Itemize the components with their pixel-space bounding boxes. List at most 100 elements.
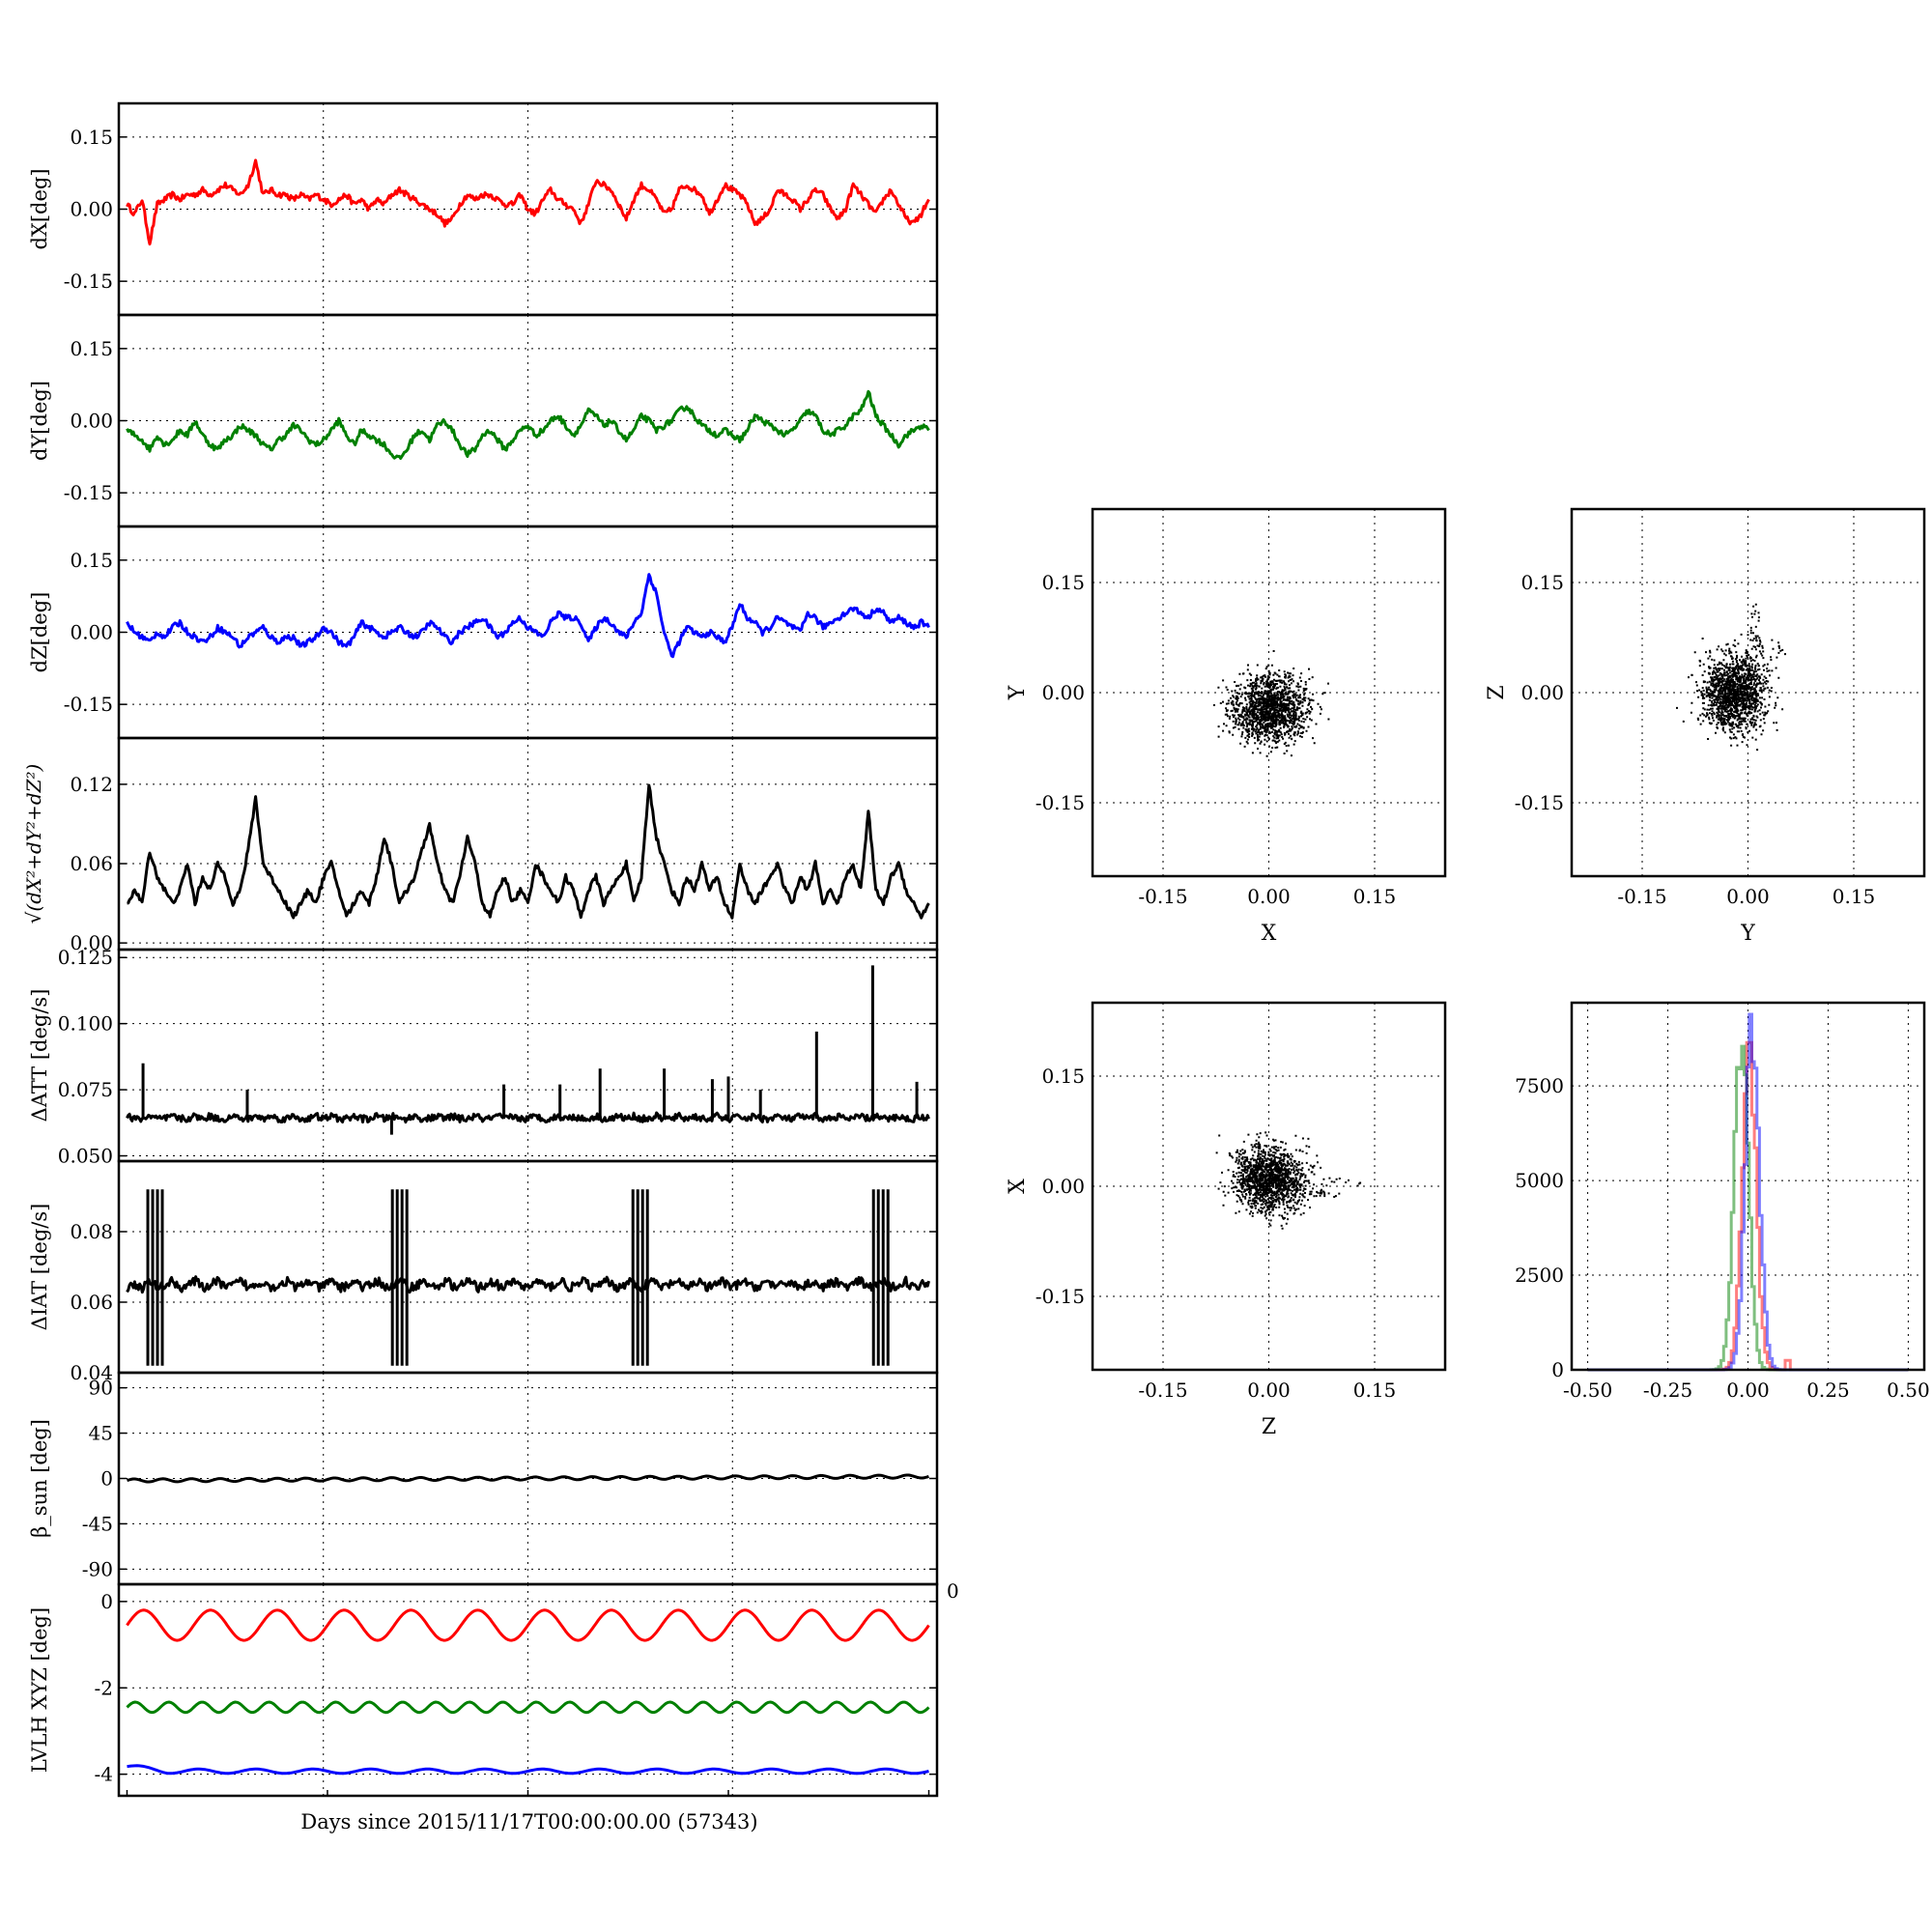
svg-text:dY[deg]: dY[deg] [28,381,51,461]
y-tick-label: 0.00 [1520,681,1564,704]
y-tick-label: -0.15 [64,270,113,293]
axes-frame [1091,1001,1447,1372]
x-axis-label: Days since 2015/11/17T00:00:00.00 (57343… [300,1810,757,1833]
series-line [126,389,930,460]
panel-zx: -0.15 0.00 0.15 0.15 0.00 -0.15 Z X [1006,1001,1447,1439]
scatter-points [1676,633,1784,752]
y-axis-label: ΔATT [deg/s] [28,989,51,1122]
series-line [126,1275,930,1294]
svg-text:β_sun [deg]: β_sun [deg] [28,1419,51,1538]
y-tick-label: 0.00 [70,410,113,433]
y-tick-label: 0.06 [70,1291,113,1314]
axes-frame [1091,507,1447,878]
y-tick-label: 90 [89,1377,113,1400]
y-tick-label: -0.15 [1036,1285,1085,1308]
panel-beta: 90 45 0 -45 -90 β_sun [deg] [28,1371,939,1586]
y-tick-label: -0.15 [1036,791,1085,814]
y-tick-label: 0.15 [1041,571,1085,594]
x-tick-label: 0.50 [1887,1378,1930,1402]
x-tick-label: 0.25 [1806,1378,1850,1402]
y-tick-label: 0.15 [70,549,113,572]
svg-text:dX[deg]: dX[deg] [28,168,51,249]
y-tick-label: -2 [95,1676,113,1699]
x-tick-label: 0.00 [1726,1378,1770,1402]
series-line [126,1700,930,1715]
svg-text:Z: Z [1485,685,1509,699]
y-tick-label: 7500 [1515,1074,1564,1097]
x-tick-label: 0.15 [1353,1378,1397,1402]
axes-frame [1570,507,1926,878]
y-tick-label: 0.15 [70,126,113,149]
y-tick-label: 0.050 [58,1145,113,1168]
x-tick-label: -0.25 [1643,1378,1692,1402]
y-axis-label: β_sun [deg] [28,1419,51,1538]
y-tick-label: -90 [82,1557,113,1580]
y-tick-label: -45 [82,1512,113,1535]
y-axis-label: dZ[deg] [28,592,51,673]
scatter-points [1215,1131,1323,1230]
series-line [127,1764,929,1776]
panel-lvlh: 0 -2 -4 LVLH XYZ [deg] 0 [28,1579,959,1798]
y-axis-label: √(dX²+dY²+dZ²) [22,764,45,924]
x-tick-label: 0.15 [1353,885,1397,908]
panel-r: 0.12 0.06 0.00 √(dX²+dY²+dZ²) [22,736,939,954]
y-axis-label: X [1006,1179,1030,1194]
svg-text:ΔATT [deg/s]: ΔATT [deg/s] [28,989,51,1122]
x-tick-label: 0 [947,1579,959,1603]
x-tick-label: -0.50 [1563,1378,1612,1402]
y-tick-label: -0.15 [64,481,113,504]
y-tick-label: 0.075 [58,1078,113,1101]
y-tick-label: 0.100 [58,1012,113,1036]
y-tick-label: 0.00 [70,931,113,954]
y-axis-label: ΔIAT [deg/s] [28,1204,51,1331]
y-tick-label: -4 [95,1763,113,1786]
series-line [126,158,930,246]
y-tick-label: 45 [89,1422,113,1445]
y-tick-label: 0.15 [1520,571,1564,594]
x-tick-label: 0.00 [1247,1378,1291,1402]
panel-xy: -0.15 0.00 0.15 0.15 0.00 -0.15 X Y [1006,507,1447,946]
x-tick-label: -0.15 [1138,1378,1187,1402]
y-tick-label: -0.15 [1515,791,1564,814]
y-tick-label: 2500 [1515,1264,1564,1287]
series-line [126,1608,930,1642]
series-line [127,783,930,920]
y-tick-label: 0.04 [70,1361,113,1384]
y-axis-label: Y [1006,685,1030,700]
svg-text:dZ[deg]: dZ[deg] [28,592,51,673]
y-tick-label: 0 [100,1590,113,1613]
y-axis-label: LVLH XYZ [deg] [28,1607,51,1773]
scatter-outliers [1241,670,1308,749]
y-axis-label: dX[deg] [28,168,51,249]
scatter-outliers [1706,603,1786,724]
panel-att: 0.125 0.100 0.075 0.050 ΔATT [deg/s] [28,946,939,1168]
y-axis-label: Z [1485,685,1509,699]
series-line [126,573,930,659]
panel-hist: -0.50 -0.25 0.00 0.25 0.50 7500 5000 2500 0 [1515,1001,1930,1402]
x-tick-label: -0.15 [1617,885,1666,908]
y-tick-label: 0.08 [70,1220,113,1243]
x-tick-label: 0.15 [1833,885,1876,908]
y-tick-label: 5000 [1515,1169,1564,1192]
x-axis-label: Z [1262,1415,1276,1439]
y-tick-label: 0.00 [1041,1175,1085,1198]
y-tick-label: 0.00 [1041,681,1085,704]
y-axis-label: dY[deg] [28,381,51,461]
y-tick-label: 0.00 [70,621,113,644]
svg-text:ΔIAT [deg/s]: ΔIAT [deg/s] [28,1204,51,1331]
x-axis-label: X [1262,922,1277,946]
y-tick-label: 0.06 [70,852,113,875]
x-tick-label: 0.00 [1247,885,1291,908]
y-tick-label: 0.15 [70,337,113,360]
svg-text:Y: Y [1006,685,1030,700]
series-line [127,1473,929,1484]
panel-yz: -0.15 0.00 0.15 0.15 0.00 -0.15 Y Z [1485,507,1926,946]
x-tick-label: 0.00 [1726,885,1770,908]
axes-frame [1570,1001,1926,1372]
x-axis-label: Y [1740,922,1755,946]
y-tick-label: 0.00 [70,198,113,221]
scatter-points [1212,650,1330,757]
series-line [126,1111,930,1124]
y-tick-label: 0.12 [70,773,113,796]
